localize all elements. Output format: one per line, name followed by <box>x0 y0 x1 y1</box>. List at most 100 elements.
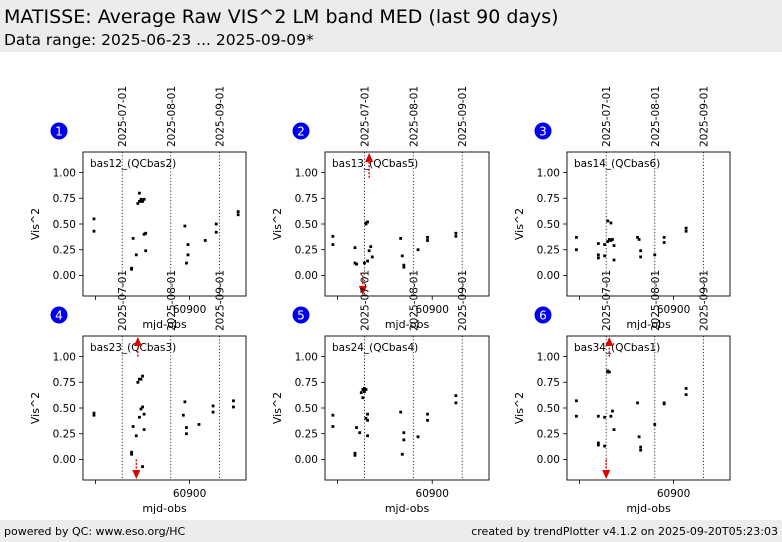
y-tick-label: 1.00 <box>537 167 560 179</box>
y-axis-label: Vis^2 <box>513 208 526 240</box>
data-point <box>331 425 335 428</box>
data-point <box>454 394 458 398</box>
data-point <box>611 238 614 241</box>
data-point <box>131 425 135 428</box>
y-tick-label: 0.50 <box>53 219 76 231</box>
y-tick-label: 0.50 <box>53 403 76 415</box>
date-marker-label: 2025-07-01 <box>359 86 371 147</box>
panel-5: 2025-07-01 2025-08-01 2025-09-01 60900 0.00 0… <box>271 270 490 515</box>
data-point <box>92 413 96 417</box>
baseline-label: bas13_(QCbas5) <box>332 158 418 170</box>
data-point <box>402 263 406 267</box>
footer-generator: created by trendPlotter v4.1.2 on 2025-0… <box>471 525 778 538</box>
data-point <box>653 423 657 426</box>
data-point <box>366 259 369 263</box>
arrow-head <box>133 337 142 346</box>
data-range-subtitle: Data range: 2025-06-23 ... 2025-09-09* <box>4 31 314 49</box>
panel-number-label: 4 <box>55 309 63 323</box>
y-tick-label: 0.00 <box>53 454 76 466</box>
x-axis-label: mjd-obs <box>626 318 671 331</box>
data-point <box>366 412 369 416</box>
data-point <box>596 441 600 445</box>
data-point <box>358 431 362 435</box>
data-point <box>684 393 688 397</box>
data-point <box>232 399 235 403</box>
data-point <box>366 434 369 438</box>
y-tick-label: 1.00 <box>295 167 318 179</box>
data-point <box>363 261 366 265</box>
data-point <box>186 243 190 246</box>
data-point <box>183 224 187 228</box>
data-point <box>138 199 141 203</box>
data-point <box>596 256 600 260</box>
data-point <box>197 423 201 426</box>
data-point <box>653 253 657 257</box>
x-axis-label: mjd-obs <box>385 318 430 331</box>
data-point <box>364 416 368 420</box>
data-point <box>92 229 96 233</box>
data-point <box>636 401 639 405</box>
panel-4: 2025-07-01 2025-08-01 2025-09-01 60900 0.00 0… <box>29 270 247 515</box>
data-point <box>684 226 688 230</box>
data-point <box>684 387 688 390</box>
y-tick-label: 1.00 <box>295 351 318 363</box>
date-marker-label: 2025-09-01 <box>214 86 226 147</box>
y-tick-label: 0.00 <box>537 454 560 466</box>
data-point <box>684 229 688 233</box>
data-point <box>353 451 357 455</box>
data-point <box>454 401 458 405</box>
plot-grid: 2025-07-01 2025-08-01 2025-09-01 60900 0.00 0… <box>29 86 731 515</box>
y-tick-label: 0.75 <box>537 377 560 389</box>
date-marker-label: 2025-09-01 <box>214 270 226 331</box>
data-point <box>370 255 374 259</box>
data-point <box>611 409 614 413</box>
data-point <box>139 199 143 203</box>
data-point <box>426 412 429 416</box>
data-point <box>92 217 96 221</box>
data-point <box>402 438 406 442</box>
y-tick-label: 0.75 <box>295 193 318 205</box>
panel-number-badge <box>292 306 310 324</box>
date-marker-label: 2025-07-01 <box>601 270 613 331</box>
data-point <box>142 412 146 416</box>
data-point <box>400 452 404 456</box>
y-axis-label: Vis^2 <box>271 392 284 424</box>
data-point <box>138 377 141 381</box>
panel-6: 2025-07-01 2025-08-01 2025-09-01 60900 0.00 0… <box>513 270 731 515</box>
y-tick-label: 0.25 <box>53 245 76 257</box>
data-point <box>130 267 133 271</box>
data-point <box>136 202 140 205</box>
data-point <box>142 428 146 431</box>
panel-number-badge <box>292 122 310 140</box>
data-point <box>214 230 218 234</box>
data-point <box>331 243 335 246</box>
baseline-label: bas14_(QCbas6) <box>574 158 660 170</box>
x-axis-label: mjd-obs <box>626 502 671 515</box>
out-of-range-arrow <box>358 275 367 295</box>
data-point <box>609 221 613 225</box>
data-point <box>141 199 144 203</box>
y-axis-label: Vis^2 <box>29 208 42 240</box>
panel-1: 2025-07-01 2025-08-01 2025-09-01 60900 0.00 0… <box>29 86 247 331</box>
data-point <box>214 222 218 226</box>
date-marker-label: 2025-07-01 <box>359 270 371 331</box>
data-point <box>353 453 357 457</box>
x-axis-label: mjd-obs <box>385 502 430 515</box>
panel-3: 2025-07-01 2025-08-01 2025-09-01 60900 0.00 0… <box>513 86 731 331</box>
data-point <box>426 239 429 242</box>
data-point <box>367 249 371 253</box>
axes-frame <box>324 335 490 481</box>
x-tick-label: 60900 <box>657 488 690 500</box>
data-point <box>636 235 639 239</box>
panel-number-badge <box>534 122 552 140</box>
panel-number-label: 5 <box>297 309 305 323</box>
data-point <box>662 235 666 239</box>
data-point <box>639 249 643 253</box>
y-tick-label: 0.25 <box>537 245 560 257</box>
data-point <box>363 387 366 390</box>
data-point <box>236 213 240 217</box>
date-marker-label: 2025-07-01 <box>117 270 129 331</box>
data-point <box>662 402 666 406</box>
data-point <box>236 210 240 214</box>
data-point <box>203 239 207 242</box>
